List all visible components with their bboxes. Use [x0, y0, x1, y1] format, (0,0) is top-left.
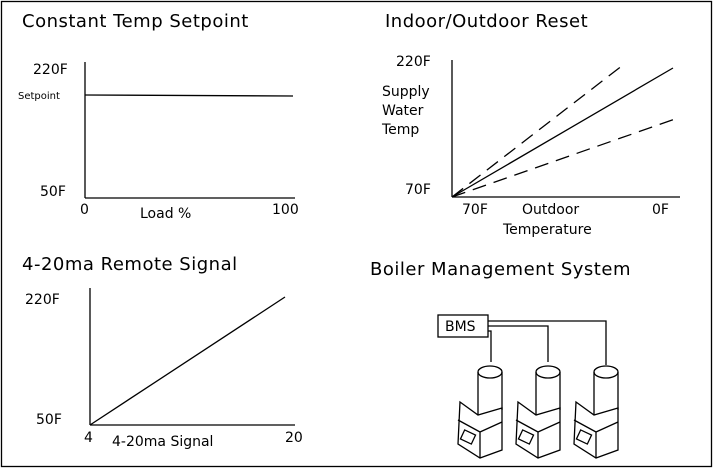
diagram: Constant Temp Setpoint 220F Setpoint 50F…: [0, 0, 713, 468]
x-label: 0: [80, 202, 89, 218]
y-label: 220F: [25, 292, 60, 308]
boiler: [516, 366, 560, 458]
x-label: 4: [84, 430, 93, 446]
y-label: Water: [382, 103, 424, 119]
x-label: 70F: [462, 202, 488, 218]
x-label: 0F: [652, 202, 669, 218]
reset-line: [452, 118, 678, 197]
y-label: Temp: [381, 122, 419, 138]
panel-title: Constant Temp Setpoint: [22, 11, 249, 32]
panel-title: 4-20ma Remote Signal: [22, 254, 238, 275]
frame: [2, 2, 712, 467]
setpoint-line: [85, 95, 293, 96]
x-label: Temperature: [502, 222, 592, 238]
wire: [488, 321, 606, 365]
x-label: 4-20ma Signal: [112, 434, 213, 450]
y-label: 50F: [36, 412, 62, 428]
y-label: 220F: [396, 54, 431, 70]
y-label: Supply: [382, 84, 430, 100]
x-label: 100: [272, 202, 299, 218]
boiler: [574, 366, 618, 458]
y-label: Setpoint: [18, 91, 60, 102]
y-label: 70F: [405, 182, 431, 198]
wire: [488, 326, 548, 362]
reset-line: [452, 65, 623, 197]
signal-line: [90, 297, 285, 425]
x-label: 20: [285, 430, 303, 446]
boiler: [458, 366, 502, 458]
x-label: Load %: [140, 206, 191, 222]
panel-title: Indoor/Outdoor Reset: [385, 11, 588, 32]
x-label: Outdoor: [522, 202, 579, 218]
panel-title: Boiler Management System: [370, 259, 631, 280]
y-label: 220F: [33, 62, 68, 78]
y-label: 50F: [40, 184, 66, 200]
reset-line: [452, 68, 673, 197]
bms-label: BMS: [445, 319, 476, 335]
